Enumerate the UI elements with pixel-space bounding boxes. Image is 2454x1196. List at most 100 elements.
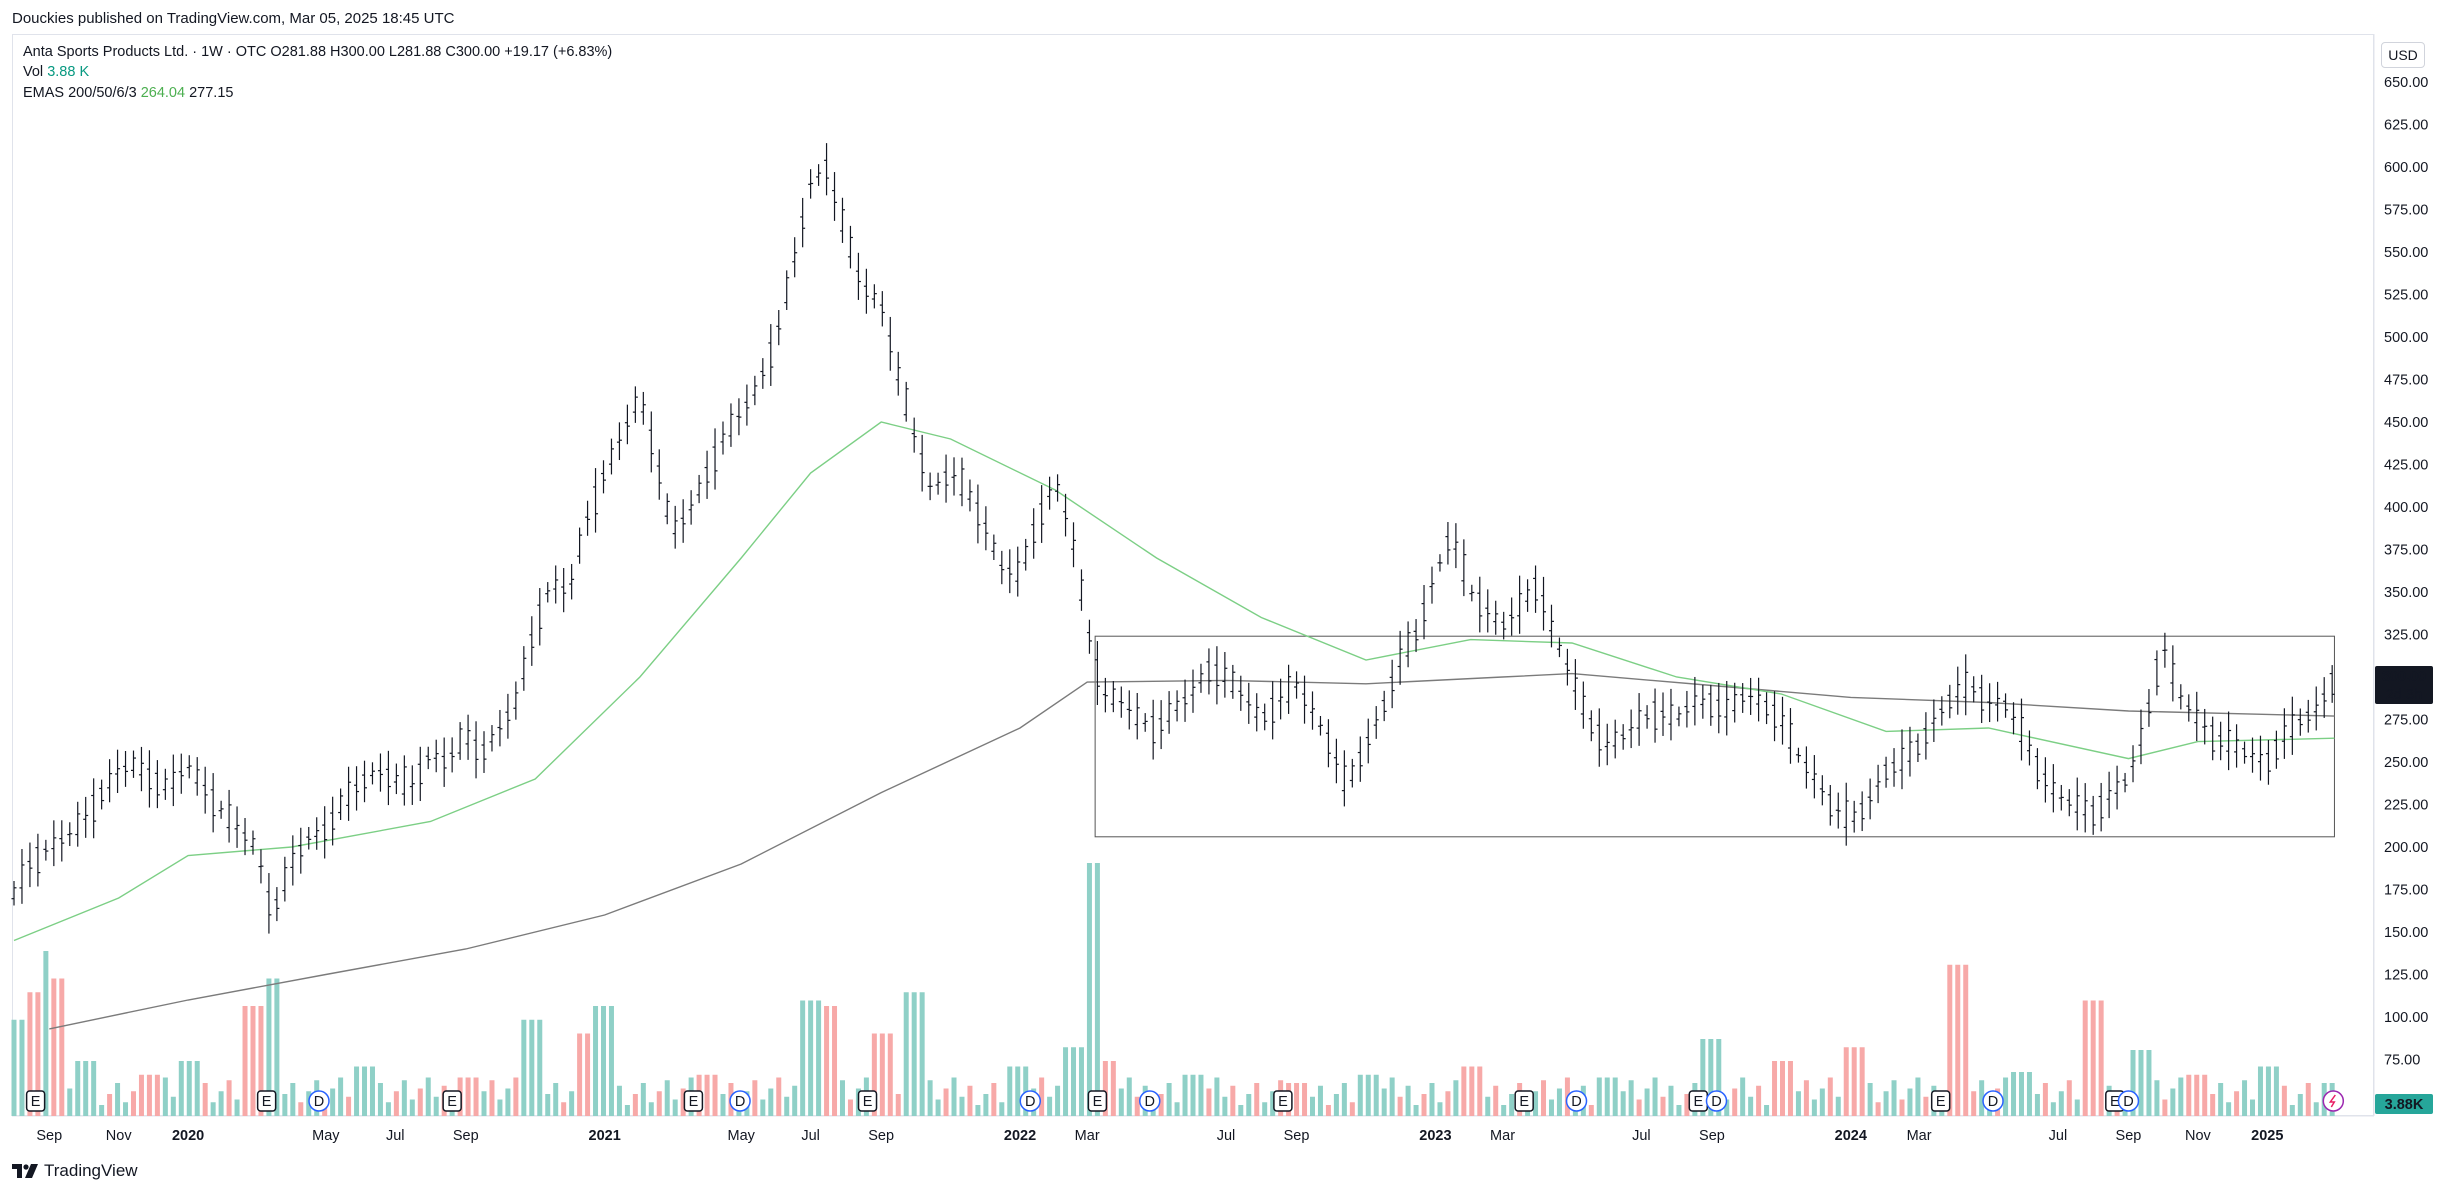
- ohlc-key-l: L: [384, 44, 397, 60]
- volume-bar: [1604, 1077, 1610, 1116]
- earnings-marker[interactable]: [1087, 1090, 1108, 1112]
- currency-button[interactable]: USD: [2381, 42, 2425, 68]
- volume-bar: [1724, 1099, 1730, 1116]
- ohlc-bar: [2162, 632, 2168, 668]
- volume-bar: [1501, 1105, 1507, 1116]
- volume-bar: [2034, 1094, 2040, 1116]
- y-tick-label: 75.00: [2384, 1053, 2420, 1069]
- volume-bar: [2026, 1072, 2032, 1116]
- ohlc-bar: [2313, 686, 2319, 731]
- ohlc-bar: [1405, 621, 1411, 668]
- dividend-marker[interactable]: [1705, 1090, 1728, 1112]
- ohlc-bar: [218, 800, 224, 819]
- earnings-marker[interactable]: [25, 1090, 46, 1112]
- volume-bar: [393, 1091, 399, 1116]
- volume-bar: [601, 1006, 607, 1116]
- volume-bar: [1867, 1083, 1873, 1116]
- volume-bar: [1915, 1077, 1921, 1116]
- y-tick-label: 400.00: [2384, 500, 2428, 516]
- volume-bar: [1827, 1077, 1833, 1116]
- volume-bar: [250, 1006, 256, 1116]
- volume-bar: [1668, 1085, 1674, 1116]
- volume-bar: [2242, 1080, 2248, 1116]
- dividend-marker[interactable]: [729, 1090, 751, 1112]
- ohlc-bar: [1477, 576, 1483, 633]
- dividend-marker[interactable]: [308, 1090, 330, 1112]
- ohlc-bar: [202, 766, 208, 814]
- volume-bar: [1588, 1105, 1594, 1116]
- range-rectangle[interactable]: [1094, 635, 2335, 838]
- volume-bar: [202, 1083, 208, 1116]
- dividend-marker[interactable]: [1982, 1090, 2004, 1112]
- volume-bar: [1086, 863, 1092, 1116]
- last-price-badge[interactable]: [2375, 666, 2433, 704]
- dividend-marker[interactable]: [1139, 1090, 1161, 1112]
- ohlc-bar: [417, 746, 423, 802]
- x-tick-label: Jul: [2049, 1128, 2068, 1144]
- earnings-marker[interactable]: [442, 1090, 462, 1112]
- volume-bar: [266, 978, 272, 1116]
- earnings-marker[interactable]: [683, 1090, 704, 1112]
- split-marker[interactable]: [2322, 1090, 2345, 1112]
- ohlc-bar: [274, 887, 280, 922]
- ohlc-bar: [2257, 735, 2263, 781]
- dividend-marker[interactable]: [1019, 1090, 1042, 1112]
- ohlc-bar: [162, 768, 168, 800]
- ohlc-bar: [640, 391, 646, 425]
- y-tick-label: 175.00: [2384, 883, 2428, 899]
- x-tick-label: May: [727, 1128, 755, 1144]
- volume-bar: [704, 1074, 710, 1116]
- volume-bar: [839, 1080, 845, 1116]
- ohlc-bar: [1102, 677, 1108, 713]
- volume-bar: [130, 1091, 136, 1116]
- volume-bar: [680, 1088, 686, 1116]
- ohlc-bar: [1246, 682, 1252, 724]
- x-tick-label: Sep: [868, 1128, 894, 1144]
- legend-volume-row[interactable]: Vol 3.88 K: [23, 64, 89, 80]
- x-tick-label-year: 2021: [589, 1128, 621, 1144]
- legend-symbol-row[interactable]: Anta Sports Products Ltd. · 1W · OTC O28…: [23, 44, 612, 60]
- ohlc-bar: [1294, 671, 1300, 699]
- volume-bar: [218, 1091, 224, 1116]
- legend-ema-row[interactable]: EMAS 200/50/6/3 264.04 277.15: [23, 85, 233, 101]
- tradingview-brand[interactable]: TradingView: [12, 1161, 138, 1181]
- last-price-value: 300.00: [2382, 669, 2426, 685]
- ohlc-bar: [306, 826, 312, 850]
- ohlc-bar: [1827, 785, 1833, 826]
- volume-value-badge[interactable]: [2375, 1094, 2433, 1114]
- ohlc-bar: [2170, 645, 2176, 702]
- volume-bar: [521, 1019, 527, 1116]
- ohlc-bar: [624, 404, 630, 445]
- ohlc-bar: [1660, 692, 1666, 736]
- x-tick-label: Jul: [1217, 1128, 1236, 1144]
- ohlc-bar: [2218, 721, 2224, 761]
- earnings-marker[interactable]: [1514, 1090, 1534, 1112]
- symbol-name[interactable]: Anta Sports Products Ltd. · 1W · OTC: [23, 44, 267, 60]
- volume-bar: [1485, 1096, 1491, 1116]
- ohlc-bar: [505, 693, 511, 739]
- ohlc-bar: [354, 766, 360, 811]
- y-tick-label: 100.00: [2384, 1010, 2428, 1026]
- ohlc-bar: [401, 755, 407, 806]
- earnings-marker[interactable]: [1273, 1090, 1293, 1112]
- ohlc-bar: [1309, 691, 1315, 730]
- dividend-marker[interactable]: [2117, 1090, 2140, 1112]
- ohlc-bar: [1756, 677, 1762, 722]
- ohlc-bar: [1063, 493, 1069, 537]
- ema-label: EMAS 200/50/6/3: [23, 85, 137, 101]
- earnings-marker[interactable]: [857, 1090, 878, 1112]
- volume-bar: [1947, 964, 1953, 1116]
- ohlc-bar: [2297, 708, 2303, 736]
- ohlc-bar: [1963, 654, 1969, 716]
- dividend-marker[interactable]: [1565, 1090, 1588, 1112]
- volume-bar: [473, 1077, 479, 1116]
- earnings-marker[interactable]: [1930, 1090, 1951, 1112]
- ema-slow-value: 277.15: [189, 85, 234, 101]
- volume-bar: [656, 1091, 662, 1116]
- volume-bar: [1883, 1091, 1889, 1116]
- ohlc-bar: [1071, 522, 1077, 568]
- earnings-marker[interactable]: [256, 1090, 277, 1112]
- ohlc-bar: [258, 849, 264, 884]
- volume-bar: [1214, 1077, 1220, 1116]
